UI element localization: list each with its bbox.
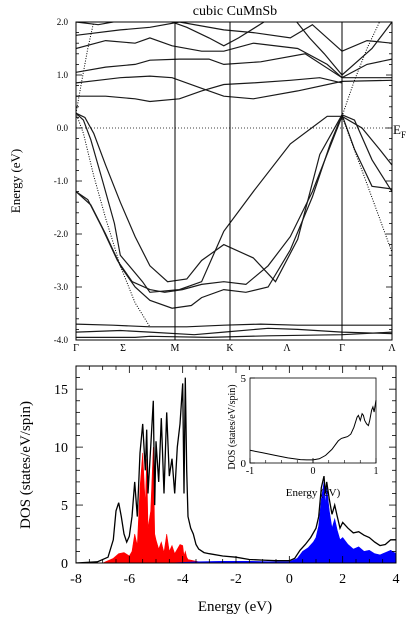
band-line-13 <box>76 22 117 26</box>
band-line-dotted-2 <box>76 22 95 114</box>
dos-inset: -1 0 105 Energy (eV) DOS (states/eV/spin) <box>227 373 379 499</box>
inset-dos-line <box>249 400 377 461</box>
dos-y-tick-labels: 0 5 10 15 <box>54 383 68 572</box>
dos-x-tick-label: -4 <box>177 572 189 587</box>
dos-x-tick-labels: -8 -6 -4 -2 0 2 4 <box>70 572 399 587</box>
dos-x-axis-label: Energy (eV) <box>198 599 272 615</box>
dos-red-area <box>102 447 210 563</box>
band-y-axis-label: Energy (eV) <box>8 149 23 213</box>
dos-total-line <box>76 377 396 563</box>
dos-x-tick-label: -2 <box>230 572 242 587</box>
band-line-9 <box>76 53 392 79</box>
dos-y-axis-label: DOS (states/eV/spin) <box>18 401 34 529</box>
inset-x-tick-label: -1 <box>246 466 254 477</box>
dos-x-tick-label: 4 <box>393 572 400 587</box>
band-y-tick-label: -2.0 <box>54 229 69 239</box>
band-y-tick-label: 0.0 <box>57 123 69 133</box>
inset-x-axis-label: Energy (eV) <box>286 487 341 499</box>
band-line-1 <box>76 112 392 293</box>
band-y-tick-label: -3.0 <box>54 282 69 292</box>
fermi-label-main: E <box>393 122 401 137</box>
band-title: cubic CuMnSb <box>193 4 277 19</box>
high-symmetry-label: K <box>226 343 234 354</box>
high-symmetry-lines <box>174 22 343 340</box>
dos-x-tick-label: -8 <box>70 572 82 587</box>
high-symmetry-label: Γ <box>339 343 345 354</box>
band-line-5 <box>76 323 392 328</box>
band-line-dotted-3 <box>341 22 380 117</box>
dos-x-tick-label: -6 <box>123 572 135 587</box>
high-symmetry-label: Λ <box>388 343 396 354</box>
inset-x-tick-label: 1 <box>374 466 379 477</box>
dos-y-tick-label: 5 <box>61 499 68 514</box>
band-line-11 <box>76 37 392 79</box>
band-minor-ticks <box>76 21 392 341</box>
dos-ticks <box>75 365 397 564</box>
inset-ticks: -1 0 105 <box>241 373 379 477</box>
band-line-12 <box>76 22 392 52</box>
band-line-2 <box>76 112 392 283</box>
dos-y-tick-label: 10 <box>54 441 68 456</box>
band-y-tick-label: -1.0 <box>54 176 69 186</box>
inset-background <box>250 378 376 463</box>
high-symmetry-label: Σ <box>120 343 126 354</box>
band-line-7 <box>76 292 392 339</box>
dos-blue-area <box>169 481 396 563</box>
high-symmetry-label: Γ <box>73 343 79 354</box>
band-line-3 <box>76 113 392 309</box>
high-symmetry-label: Λ <box>283 343 291 354</box>
band-y-tick-label: 2.0 <box>57 17 69 27</box>
band-line-15 <box>170 22 266 47</box>
dos-y-tick-label: 15 <box>54 383 68 398</box>
dos-x-tick-label: 2 <box>339 572 346 587</box>
band-line-6 <box>76 327 392 336</box>
inset-y-tick-label: 5 <box>241 373 247 385</box>
band-y-tick-labels: 2.0 1.0 0.0 -1.0 -2.0 -3.0 -4.0 <box>54 17 69 345</box>
band-line-dotted-4 <box>341 116 392 253</box>
dos-series <box>76 377 396 563</box>
band-y-tick-label: 1.0 <box>57 70 69 80</box>
inset-y-tick-label: 0 <box>241 458 247 470</box>
fermi-level-label: EF <box>393 122 406 140</box>
band-line-14 <box>296 22 392 76</box>
inset-x-tick-label: 0 <box>311 466 316 477</box>
inset-y-axis-label: DOS (states/eV/spin) <box>227 384 238 469</box>
high-symmetry-label: M <box>171 343 180 354</box>
fermi-label-sub: F <box>401 130 406 140</box>
band-line-4 <box>76 116 343 293</box>
dos-x-tick-label: 0 <box>286 572 293 587</box>
band-lines <box>76 22 392 339</box>
dos-y-tick-label: 0 <box>61 557 68 572</box>
band-plot-frame <box>75 21 393 341</box>
band-line-8 <box>76 75 392 100</box>
band-structure-panel: cubic CuMnSb Energy (eV) 2.0 1.0 0.0 -1.0 -2… <box>8 4 406 354</box>
band-y-tick-label: -4.0 <box>54 335 69 345</box>
band-line-10 <box>76 77 343 103</box>
